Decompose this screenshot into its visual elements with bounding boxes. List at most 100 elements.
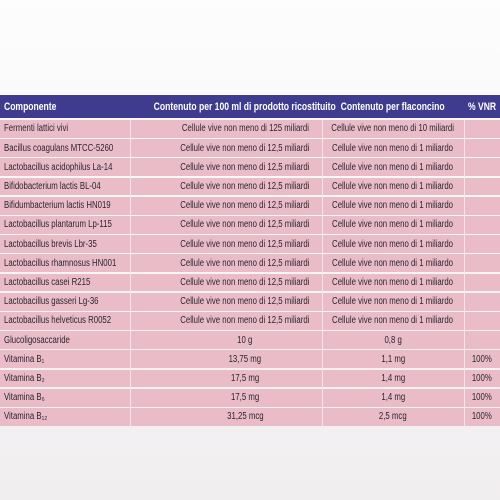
table-cell: Cellule vive non meno di 1 miliardo (322, 235, 464, 253)
table-cell: Cellule vive non meno di 1 miliardo (322, 139, 464, 157)
header-cell: Componente (4, 95, 130, 118)
cell-text: Cellule vive non meno di 12,5 miliardi (180, 296, 310, 308)
table-cell: Cellule vive non meno di 1 miliardo (322, 293, 464, 311)
cell-text: % VNR (467, 100, 497, 113)
cell-text: Vitamina B₁₂ (4, 411, 48, 423)
cell-text: Cellule vive non meno di 12,5 miliardi (180, 142, 310, 154)
cell-text: Cellule vive non meno di 12,5 miliardi (180, 315, 310, 327)
cell-text: Cellule vive non meno di 12,5 miliardi (180, 161, 310, 173)
table-cell: Cellule vive non meno di 1 miliardo (322, 216, 464, 234)
cell-text: Cellule vive non meno di 12,5 miliardi (180, 257, 310, 269)
cell-text: Cellule vive non meno di 10 miliardi (331, 123, 455, 135)
table-cell: Vitamina B₁ (4, 350, 130, 368)
cell-text: 10 g (237, 334, 253, 346)
table-cell: Cellule vive non meno di 12,5 miliardi (130, 312, 360, 330)
cell-text: 1,1 mg (381, 353, 405, 365)
table-cell: Lactobacillus helveticus R0052 (4, 312, 130, 330)
cell-text: 17,5 mg (230, 373, 260, 385)
cell-text: Cellule vive non meno di 1 miliardo (332, 277, 454, 289)
cell-text: 100% (472, 373, 492, 385)
cell-text: 100% (472, 353, 492, 365)
cell-text: Bifidobacterium lactis BL-04 (4, 181, 101, 193)
table-cell: Cellule vive non meno di 1 miliardo (322, 158, 464, 176)
cell-text: Cellule vive non meno di 12,5 miliardi (180, 219, 310, 231)
table-cell: Cellule vive non meno di 12,5 miliardi (130, 178, 360, 196)
table-cell: Cellule vive non meno di 12,5 miliardi (130, 197, 360, 215)
cell-text: 1,4 mg (381, 392, 405, 404)
table-row: Fermenti lattici vivi Cellule vive non me… (0, 120, 500, 138)
cell-text: Lactobacillus helveticus R0052 (4, 315, 112, 327)
cell-text: Cellule vive non meno di 1 miliardo (332, 161, 454, 173)
table-cell: Cellule vive non meno di 10 miliardi (322, 120, 464, 138)
table-cell: 1,4 mg (322, 389, 464, 407)
cell-text: Fermenti lattici vivi (4, 123, 69, 135)
table-cell: 10 g (130, 331, 360, 349)
table-cell: Lactobacillus casei R215 (4, 274, 130, 292)
cell-text: Bifidumbacterium lactis HN019 (4, 200, 111, 212)
table-row: Lactobacillus acidophilus La-14 Cellule v… (0, 158, 500, 177)
header-row: Componente Contenuto per 100 ml di prodot… (0, 95, 500, 118)
table-cell: Vitamina B₂ (4, 370, 130, 388)
cell-text: Cellule vive non meno di 1 miliardo (332, 296, 454, 308)
table-cell: Lactobacillus plantarum Lp-115 (4, 216, 130, 234)
table-cell: 31,25 mcg (130, 408, 360, 426)
column-divider (322, 120, 323, 428)
table-row: Lactobacillus brevis Lbr-35 Cellule vive … (0, 235, 500, 254)
table-cell: Vitamina B₆ (4, 389, 130, 407)
table-row: Glucoligosaccaride 10 g 0,8 g (0, 331, 500, 350)
column-divider (130, 120, 131, 428)
header-cell: % VNR (464, 95, 500, 118)
table-row: Bifidobacterium lactis BL-04 Cellule vive… (0, 177, 500, 196)
cell-text: 1,4 mg (381, 373, 405, 385)
table-row: Bifidumbacterium lactis HN019 Cellule viv… (0, 196, 500, 215)
table-cell: Fermenti lattici vivi (4, 120, 130, 138)
table-cell: 100% (464, 408, 500, 426)
table-cell: Bacillus coagulans MTCC-5260 (4, 139, 130, 157)
cell-text: 2,5 mcg (379, 411, 407, 423)
cell-text: Contenuto per flaconcino (341, 100, 445, 113)
cell-text: Cellule vive non meno di 12,5 miliardi (180, 277, 310, 289)
cell-text: Lactobacillus acidophilus La-14 (4, 161, 113, 173)
cell-text: Vitamina B₂ (4, 373, 45, 385)
table-cell: Bifidumbacterium lactis HN019 (4, 197, 130, 215)
cell-text: Vitamina B₆ (4, 392, 45, 404)
cell-text: Cellule vive non meno di 12,5 miliardi (180, 200, 310, 212)
table-cell: Lactobacillus rhamnosus HN001 (4, 254, 130, 272)
table-cell: 0,8 g (322, 331, 464, 349)
table-cell: Glucoligosaccaride (4, 331, 130, 349)
table-row: Lactobacillus rhamnosus HN001 Cellule viv… (0, 254, 500, 273)
cell-text: Lactobacillus rhamnosus HN001 (4, 257, 117, 269)
cell-text: Lactobacillus brevis Lbr-35 (4, 238, 97, 250)
cell-text: Lactobacillus gasseri Lg-36 (4, 296, 99, 308)
table-cell: Cellule vive non meno di 12,5 miliardi (130, 254, 360, 272)
table-cell: 1,4 mg (322, 370, 464, 388)
table-cell: Cellule vive non meno di 1 miliardo (322, 312, 464, 330)
table-cell: Vitamina B₁₂ (4, 408, 130, 426)
cell-text: Cellule vive non meno di 1 miliardo (332, 257, 454, 269)
table-cell: Lactobacillus gasseri Lg-36 (4, 293, 130, 311)
cell-text: Lactobacillus plantarum Lp-115 (4, 219, 112, 231)
table-cell: Cellule vive non meno di 1 miliardo (322, 274, 464, 292)
cell-text: 100% (472, 392, 492, 404)
table-cell: Lactobacillus acidophilus La-14 (4, 158, 130, 176)
cell-text: Cellule vive non meno di 1 miliardo (332, 315, 454, 327)
table-row: Lactobacillus casei R215 Cellule vive non… (0, 273, 500, 292)
table-row: Lactobacillus plantarum Lp-115 Cellule vi… (0, 216, 500, 234)
table-row: Vitamina B₁ 13,75 mg 1,1 mg 100% (0, 350, 500, 369)
table-cell: Cellule vive non meno di 125 miliardi (130, 120, 360, 138)
table-cell: Cellule vive non meno di 12,5 miliardi (130, 274, 360, 292)
cell-text: Cellule vive non meno di 1 miliardo (332, 181, 454, 193)
table-cell: 100% (464, 370, 500, 388)
cell-text: 13,75 mg (228, 353, 262, 365)
cell-text: Cellule vive non meno di 12,5 miliardi (180, 181, 310, 193)
header-cell: Contenuto per flaconcino (322, 95, 464, 118)
table-cell: Cellule vive non meno di 1 miliardo (322, 254, 464, 272)
table-row: Vitamina B₂ 17,5 mg 1,4 mg 100% (0, 369, 500, 388)
column-divider (464, 120, 465, 428)
table-cell: 17,5 mg (130, 370, 360, 388)
cell-text: Lactobacillus casei R215 (4, 277, 91, 289)
cell-text: Cellule vive non meno di 1 miliardo (332, 219, 454, 231)
cell-text: 17,5 mg (230, 392, 260, 404)
table-cell: 100% (464, 389, 500, 407)
